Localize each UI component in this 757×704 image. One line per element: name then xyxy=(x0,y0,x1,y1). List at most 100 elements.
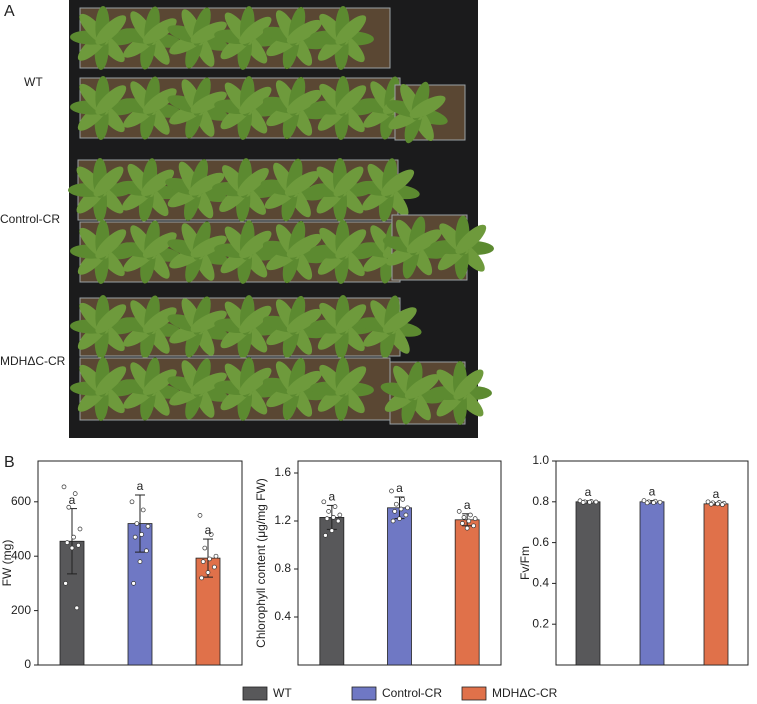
panel-label: B xyxy=(4,454,15,471)
data-point xyxy=(66,504,72,510)
significance-label: a xyxy=(585,485,592,499)
data-point xyxy=(72,491,78,496)
plant-photo xyxy=(68,0,494,438)
data-point xyxy=(202,545,208,551)
leaf xyxy=(190,235,227,258)
leaf xyxy=(190,21,227,44)
legend-swatch xyxy=(242,686,268,701)
leaf xyxy=(453,369,484,400)
panel-label: A xyxy=(4,3,15,20)
bar xyxy=(575,501,601,666)
data-point xyxy=(335,518,341,524)
leaf xyxy=(95,85,127,115)
data-point xyxy=(64,540,70,545)
data-point xyxy=(705,499,711,505)
data-point xyxy=(69,545,75,551)
data-point xyxy=(466,518,472,524)
legend-label: WT xyxy=(273,686,292,700)
data-point xyxy=(456,509,462,514)
data-point xyxy=(389,488,394,494)
y-tick-label: 0.8 xyxy=(532,494,549,508)
leaf xyxy=(239,86,272,115)
bar xyxy=(639,501,665,666)
data-point xyxy=(400,497,406,502)
significance-label: a xyxy=(396,481,403,495)
data-point xyxy=(132,534,138,540)
data-point xyxy=(326,509,331,514)
leaf xyxy=(95,15,127,45)
row-label: WT xyxy=(24,75,43,89)
y-tick-label: 0.8 xyxy=(274,561,291,575)
bar xyxy=(319,517,345,666)
data-point xyxy=(207,556,212,562)
data-point xyxy=(715,501,720,507)
leaf xyxy=(142,18,177,44)
legend-label: MDHΔC-CR xyxy=(492,686,558,700)
data-point xyxy=(208,532,214,537)
y-tick-label: 1.2 xyxy=(274,513,291,527)
data-point xyxy=(137,559,143,564)
y-tick-label: 0.2 xyxy=(532,616,549,630)
data-point xyxy=(200,559,206,564)
data-point xyxy=(144,548,149,554)
leaf xyxy=(95,304,127,334)
data-point xyxy=(390,518,396,524)
leaf xyxy=(286,89,322,114)
legend-label: Control-CR xyxy=(382,686,442,700)
data-point xyxy=(329,528,335,533)
data-point xyxy=(213,553,219,559)
data-point xyxy=(324,516,330,521)
data-point xyxy=(641,498,647,503)
leaf xyxy=(406,229,442,254)
legend-swatch xyxy=(461,686,487,701)
y-tick-label: 0 xyxy=(24,657,31,671)
data-point xyxy=(397,516,402,521)
data-point xyxy=(657,499,663,505)
bar xyxy=(387,507,412,666)
leaf xyxy=(455,224,487,254)
leaf xyxy=(381,169,415,197)
y-axis-label: FW (mg) xyxy=(0,540,14,587)
y-tick-label: 200 xyxy=(11,603,31,617)
leaf xyxy=(284,171,320,196)
data-point xyxy=(403,512,409,518)
data-point xyxy=(212,564,217,570)
data-point xyxy=(129,499,135,505)
legend-swatch xyxy=(351,686,377,701)
data-point xyxy=(644,500,650,506)
significance-label: a xyxy=(649,485,656,499)
y-tick-label: 0.4 xyxy=(532,576,549,590)
leaf xyxy=(335,229,367,259)
data-point xyxy=(77,526,83,532)
data-point xyxy=(71,534,76,540)
row-label: Control-CR xyxy=(0,212,60,226)
leaf xyxy=(142,369,177,395)
significance-label: a xyxy=(69,493,76,507)
data-point xyxy=(587,499,592,505)
bar xyxy=(454,519,480,666)
leaf xyxy=(286,370,322,395)
leaf xyxy=(239,367,272,396)
row-label: MDHΔC-CR xyxy=(0,354,66,368)
leaf xyxy=(239,305,272,334)
significance-label: a xyxy=(205,523,212,537)
leaf xyxy=(188,172,225,196)
data-point xyxy=(145,523,151,529)
leaf xyxy=(404,374,440,399)
leaf xyxy=(142,88,177,114)
leaf xyxy=(142,232,177,258)
data-point xyxy=(197,513,203,518)
leaf xyxy=(93,166,124,197)
data-point xyxy=(61,484,67,490)
leaf xyxy=(95,366,127,396)
data-point xyxy=(331,515,336,520)
data-point xyxy=(131,581,136,586)
y-tick-label: 400 xyxy=(11,548,31,562)
data-point xyxy=(468,512,473,518)
leaf xyxy=(239,16,272,45)
leaf xyxy=(95,229,127,259)
data-point xyxy=(323,533,328,538)
data-point xyxy=(74,605,80,611)
leaf xyxy=(142,307,177,333)
leaf xyxy=(239,230,272,259)
